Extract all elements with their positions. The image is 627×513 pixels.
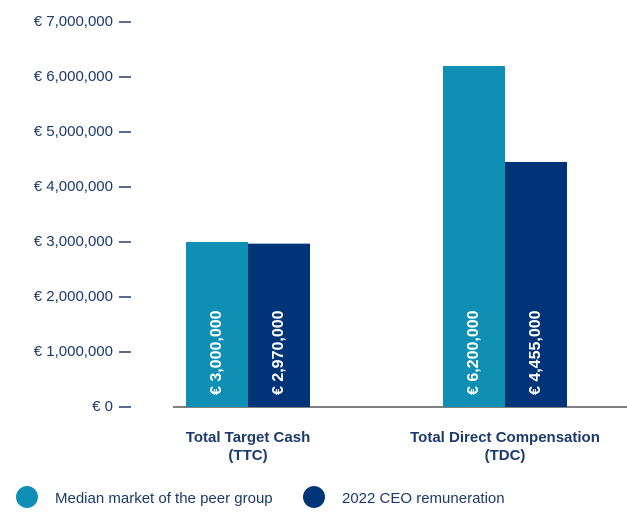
y-tick-label: € 0 <box>92 398 113 415</box>
legend-label: Median market of the peer group <box>55 490 273 507</box>
legend-swatch <box>303 486 325 508</box>
bar <box>505 161 567 407</box>
legend-swatch <box>16 486 38 508</box>
y-tick-label: € 6,000,000 <box>34 68 113 85</box>
legend-label: 2022 CEO remuneration <box>342 490 505 507</box>
x-tick-label: Total Target Cash (TTC) <box>185 429 311 464</box>
y-tick-label: € 3,000,000 <box>34 233 113 250</box>
bar <box>186 242 248 407</box>
bar <box>443 66 505 407</box>
y-tick-label: € 5,000,000 <box>34 123 113 140</box>
x-tick-label: Total Direct Compensation (TDC) <box>410 429 600 464</box>
value-label: € 2,970,000 <box>270 310 287 395</box>
value-label: € 4,455,000 <box>527 310 544 395</box>
y-tick-label: € 4,000,000 <box>34 178 113 195</box>
value-label: € 3,000,000 <box>208 310 225 395</box>
y-tick-label: € 1,000,000 <box>34 343 113 360</box>
value-label: € 6,200,000 <box>465 310 482 395</box>
bar <box>248 243 310 407</box>
y-tick-label: € 7,000,000 <box>34 13 113 30</box>
y-tick-label: € 2,000,000 <box>34 288 113 305</box>
